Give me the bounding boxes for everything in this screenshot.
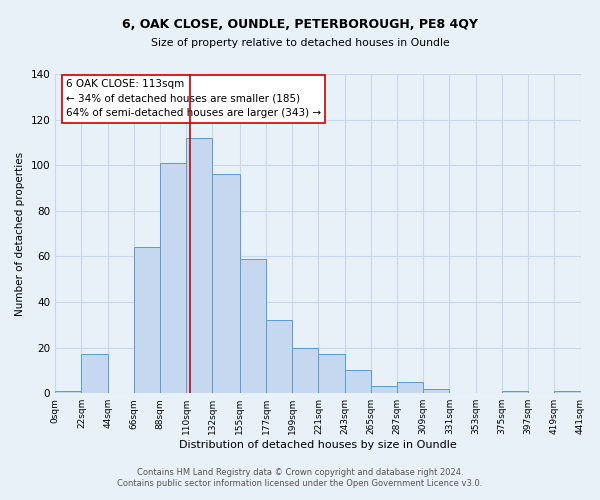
Bar — [240, 258, 266, 393]
Bar — [371, 386, 397, 393]
Text: Size of property relative to detached houses in Oundle: Size of property relative to detached ho… — [151, 38, 449, 48]
Bar — [319, 354, 344, 393]
Bar — [502, 391, 528, 393]
X-axis label: Distribution of detached houses by size in Oundle: Distribution of detached houses by size … — [179, 440, 457, 450]
Bar — [397, 382, 423, 393]
Bar — [423, 388, 449, 393]
Bar — [266, 320, 292, 393]
Bar — [55, 391, 82, 393]
Text: Contains HM Land Registry data © Crown copyright and database right 2024.
Contai: Contains HM Land Registry data © Crown c… — [118, 468, 482, 487]
Text: 6, OAK CLOSE, OUNDLE, PETERBOROUGH, PE8 4QY: 6, OAK CLOSE, OUNDLE, PETERBOROUGH, PE8 … — [122, 18, 478, 30]
Y-axis label: Number of detached properties: Number of detached properties — [15, 152, 25, 316]
Bar — [134, 248, 160, 393]
Text: 6 OAK CLOSE: 113sqm
← 34% of detached houses are smaller (185)
64% of semi-detac: 6 OAK CLOSE: 113sqm ← 34% of detached ho… — [65, 79, 321, 118]
Bar — [82, 354, 107, 393]
Bar — [212, 174, 240, 393]
Bar — [292, 348, 319, 393]
Bar — [160, 163, 186, 393]
Bar — [554, 391, 581, 393]
Bar — [186, 138, 212, 393]
Bar — [344, 370, 371, 393]
